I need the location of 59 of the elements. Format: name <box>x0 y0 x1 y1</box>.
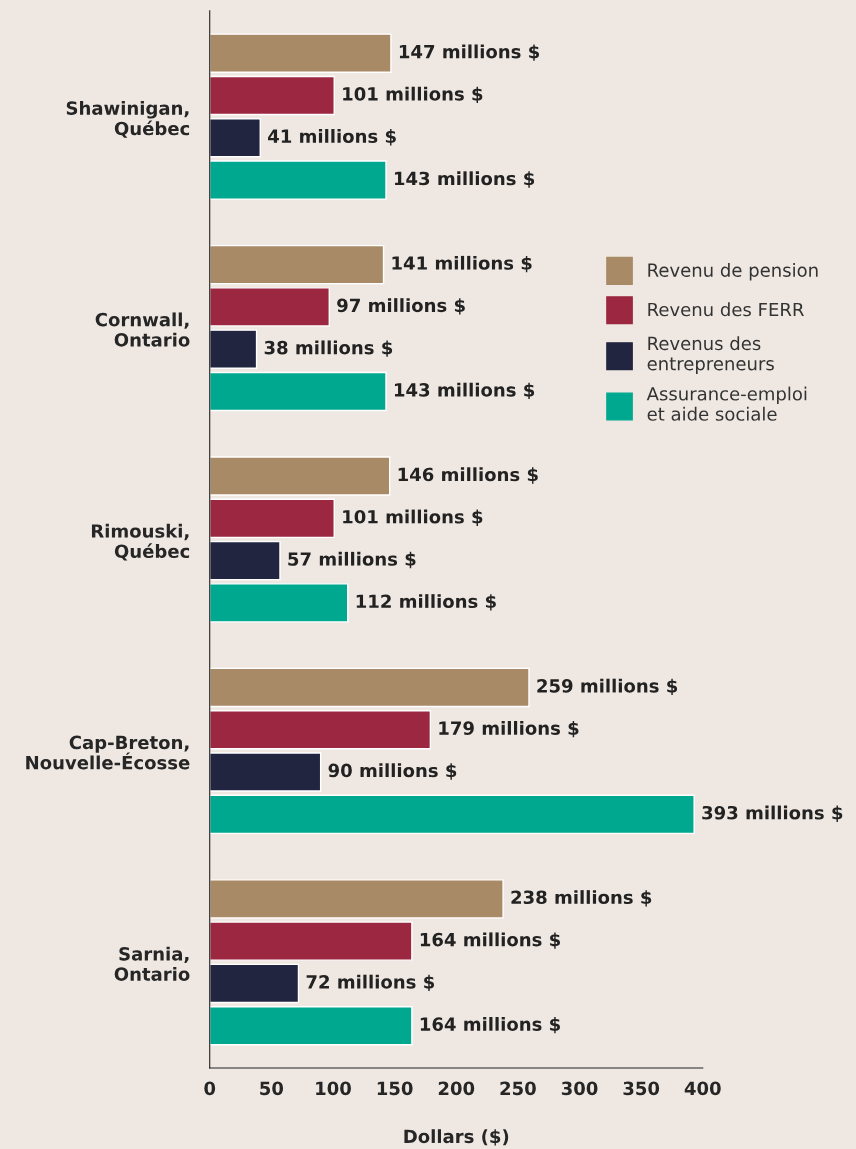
data-label: 141 millions $ <box>392 255 532 273</box>
y-tick-label: Shawinigan, Québec <box>66 100 190 138</box>
legend-label: Revenus des entrepreneurs <box>647 336 774 374</box>
bar <box>209 794 695 835</box>
legend-label: Revenu de pension <box>648 262 818 281</box>
bar <box>209 244 385 285</box>
data-label: 393 millions $ <box>702 805 843 822</box>
data-label: 238 millions $ <box>511 890 652 907</box>
data-label: 143 millions $ <box>394 382 535 400</box>
bar <box>209 667 530 708</box>
x-tick-label: 250 <box>500 1081 536 1096</box>
bar <box>209 963 300 1004</box>
data-label: 143 millions $ <box>394 171 535 188</box>
bar <box>209 498 335 539</box>
data-label: 164 millions $ <box>420 1016 560 1034</box>
bar <box>209 160 387 200</box>
x-tick-label: 400 <box>684 1081 721 1096</box>
data-label: 57 millions $ <box>288 551 416 569</box>
data-label: 97 millions $ <box>337 298 465 315</box>
x-axis-title: Dollars ($) <box>404 1129 509 1146</box>
y-tick-label: Sarnia, Ontario <box>114 946 190 981</box>
data-label: 90 millions $ <box>328 763 457 780</box>
y-tick-label: Rimouski, Québec <box>91 523 190 561</box>
x-tick-label: 200 <box>438 1081 475 1096</box>
bar <box>209 1005 413 1046</box>
bar <box>209 329 258 369</box>
bar <box>209 583 349 623</box>
x-tick-label: 50 <box>260 1081 284 1096</box>
data-label: 179 millions $ <box>439 720 579 738</box>
legend-label: Assurance-emploi et aide sociale <box>646 386 807 421</box>
x-tick-label: 300 <box>561 1081 598 1096</box>
data-label: 112 millions $ <box>356 594 496 611</box>
data-label: 101 millions $ <box>343 509 483 526</box>
bar <box>209 33 392 73</box>
data-label: 41 millions $ <box>268 129 396 146</box>
data-label: 259 millions $ <box>537 678 678 696</box>
y-tick-label: Cornwall, Ontario <box>95 312 190 347</box>
legend-label: Revenu des FERR <box>648 302 804 317</box>
bar <box>209 921 413 961</box>
data-label: 38 millions $ <box>264 340 393 357</box>
bar <box>209 456 391 496</box>
data-label: 72 millions $ <box>306 974 435 992</box>
bar <box>209 540 281 581</box>
bar <box>209 879 504 919</box>
bar <box>209 752 322 792</box>
x-tick-label: 350 <box>623 1081 660 1096</box>
bar <box>209 75 335 116</box>
x-tick-label: 0 <box>204 1081 216 1096</box>
data-label: 147 millions $ <box>399 44 540 61</box>
x-tick-label: 150 <box>377 1081 413 1096</box>
bar <box>209 118 261 158</box>
data-label: 164 millions $ <box>420 932 560 949</box>
data-label: 101 millions $ <box>343 86 483 104</box>
y-tick-label: Cap-Breton, Nouvelle-Écosse <box>26 735 190 770</box>
bar <box>209 710 432 750</box>
data-label: 146 millions $ <box>398 467 538 484</box>
x-tick-label: 100 <box>316 1081 351 1096</box>
bar <box>209 287 330 327</box>
bar <box>209 371 387 412</box>
